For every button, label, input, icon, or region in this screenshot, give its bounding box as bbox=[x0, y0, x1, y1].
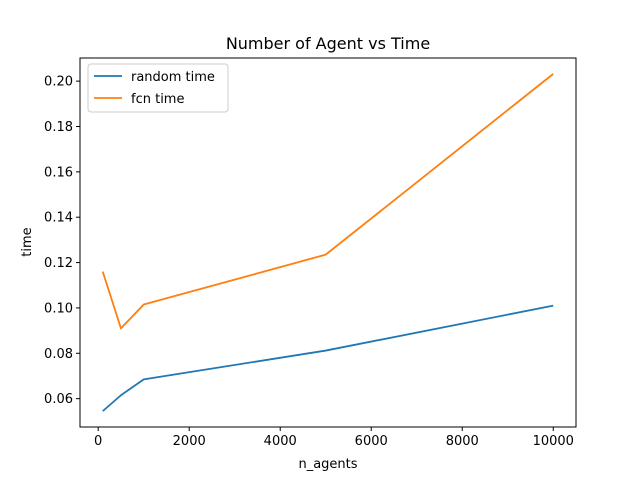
plot-frame bbox=[79, 57, 577, 428]
legend-label: fcn time bbox=[131, 92, 184, 107]
legend: random time fcn time bbox=[87, 63, 229, 113]
x-axis: 0 2000 4000 6000 8000 10000 bbox=[94, 427, 574, 449]
x-axis-label: n_agents bbox=[298, 457, 357, 472]
chart-title: Number of Agent vs Time bbox=[226, 34, 430, 53]
legend-box bbox=[87, 63, 229, 113]
y-tick-label: 0.14 bbox=[44, 211, 73, 226]
y-tick-label: 0.08 bbox=[44, 347, 73, 362]
x-tick-label: 2000 bbox=[173, 434, 206, 449]
x-tick-label: 6000 bbox=[355, 434, 388, 449]
legend-label: random time bbox=[131, 70, 215, 85]
x-tick-label: 4000 bbox=[264, 434, 297, 449]
y-axis: 0.06 0.08 0.10 0.12 0.14 0.16 0.18 0.20 bbox=[44, 75, 80, 407]
y-tick-label: 0.20 bbox=[44, 75, 73, 90]
x-tick-label: 8000 bbox=[446, 434, 479, 449]
y-tick-label: 0.06 bbox=[44, 392, 73, 407]
y-tick-label: 0.16 bbox=[44, 165, 73, 180]
y-axis-label: time bbox=[20, 227, 35, 256]
x-tick-label: 0 bbox=[94, 434, 102, 449]
y-tick-label: 0.12 bbox=[44, 256, 73, 271]
series-layer bbox=[101, 73, 554, 412]
y-tick-label: 0.10 bbox=[44, 301, 73, 316]
y-tick-label: 0.18 bbox=[44, 120, 73, 135]
x-tick-label: 10000 bbox=[533, 434, 574, 449]
